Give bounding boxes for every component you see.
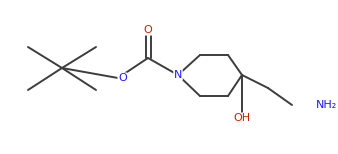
Text: OH: OH (234, 113, 250, 123)
Text: NH₂: NH₂ (316, 100, 337, 110)
Text: O: O (118, 73, 127, 83)
Text: O: O (144, 25, 152, 35)
Text: N: N (174, 70, 182, 80)
